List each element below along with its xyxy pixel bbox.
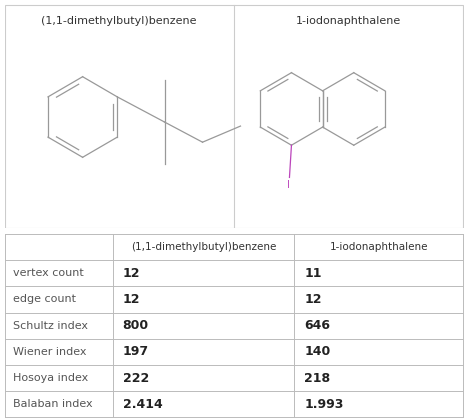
Text: 140: 140 — [304, 345, 331, 358]
Text: 11: 11 — [304, 267, 322, 280]
Text: I: I — [287, 181, 290, 191]
Text: Balaban index: Balaban index — [13, 399, 92, 409]
Text: vertex count: vertex count — [13, 268, 83, 278]
Text: 1-iodonaphthalene: 1-iodonaphthalene — [296, 16, 401, 26]
Text: 1-iodonaphthalene: 1-iodonaphthalene — [330, 242, 428, 252]
Text: 218: 218 — [304, 372, 331, 385]
Text: 12: 12 — [122, 293, 140, 306]
Text: (1,1-dimethylbutyl)benzene: (1,1-dimethylbutyl)benzene — [131, 242, 276, 252]
Text: 646: 646 — [304, 319, 331, 332]
Text: (1,1-dimethylbutyl)benzene: (1,1-dimethylbutyl)benzene — [41, 16, 197, 26]
Text: Wiener index: Wiener index — [13, 347, 86, 357]
Text: 1.993: 1.993 — [304, 398, 344, 411]
Text: Schultz index: Schultz index — [13, 321, 88, 331]
Text: 2.414: 2.414 — [122, 398, 162, 411]
Text: 12: 12 — [304, 293, 322, 306]
Text: 12: 12 — [122, 267, 140, 280]
Text: Hosoya index: Hosoya index — [13, 373, 88, 383]
Text: 222: 222 — [122, 372, 149, 385]
Text: 197: 197 — [122, 345, 149, 358]
Text: 800: 800 — [122, 319, 149, 332]
Text: edge count: edge count — [13, 295, 76, 304]
